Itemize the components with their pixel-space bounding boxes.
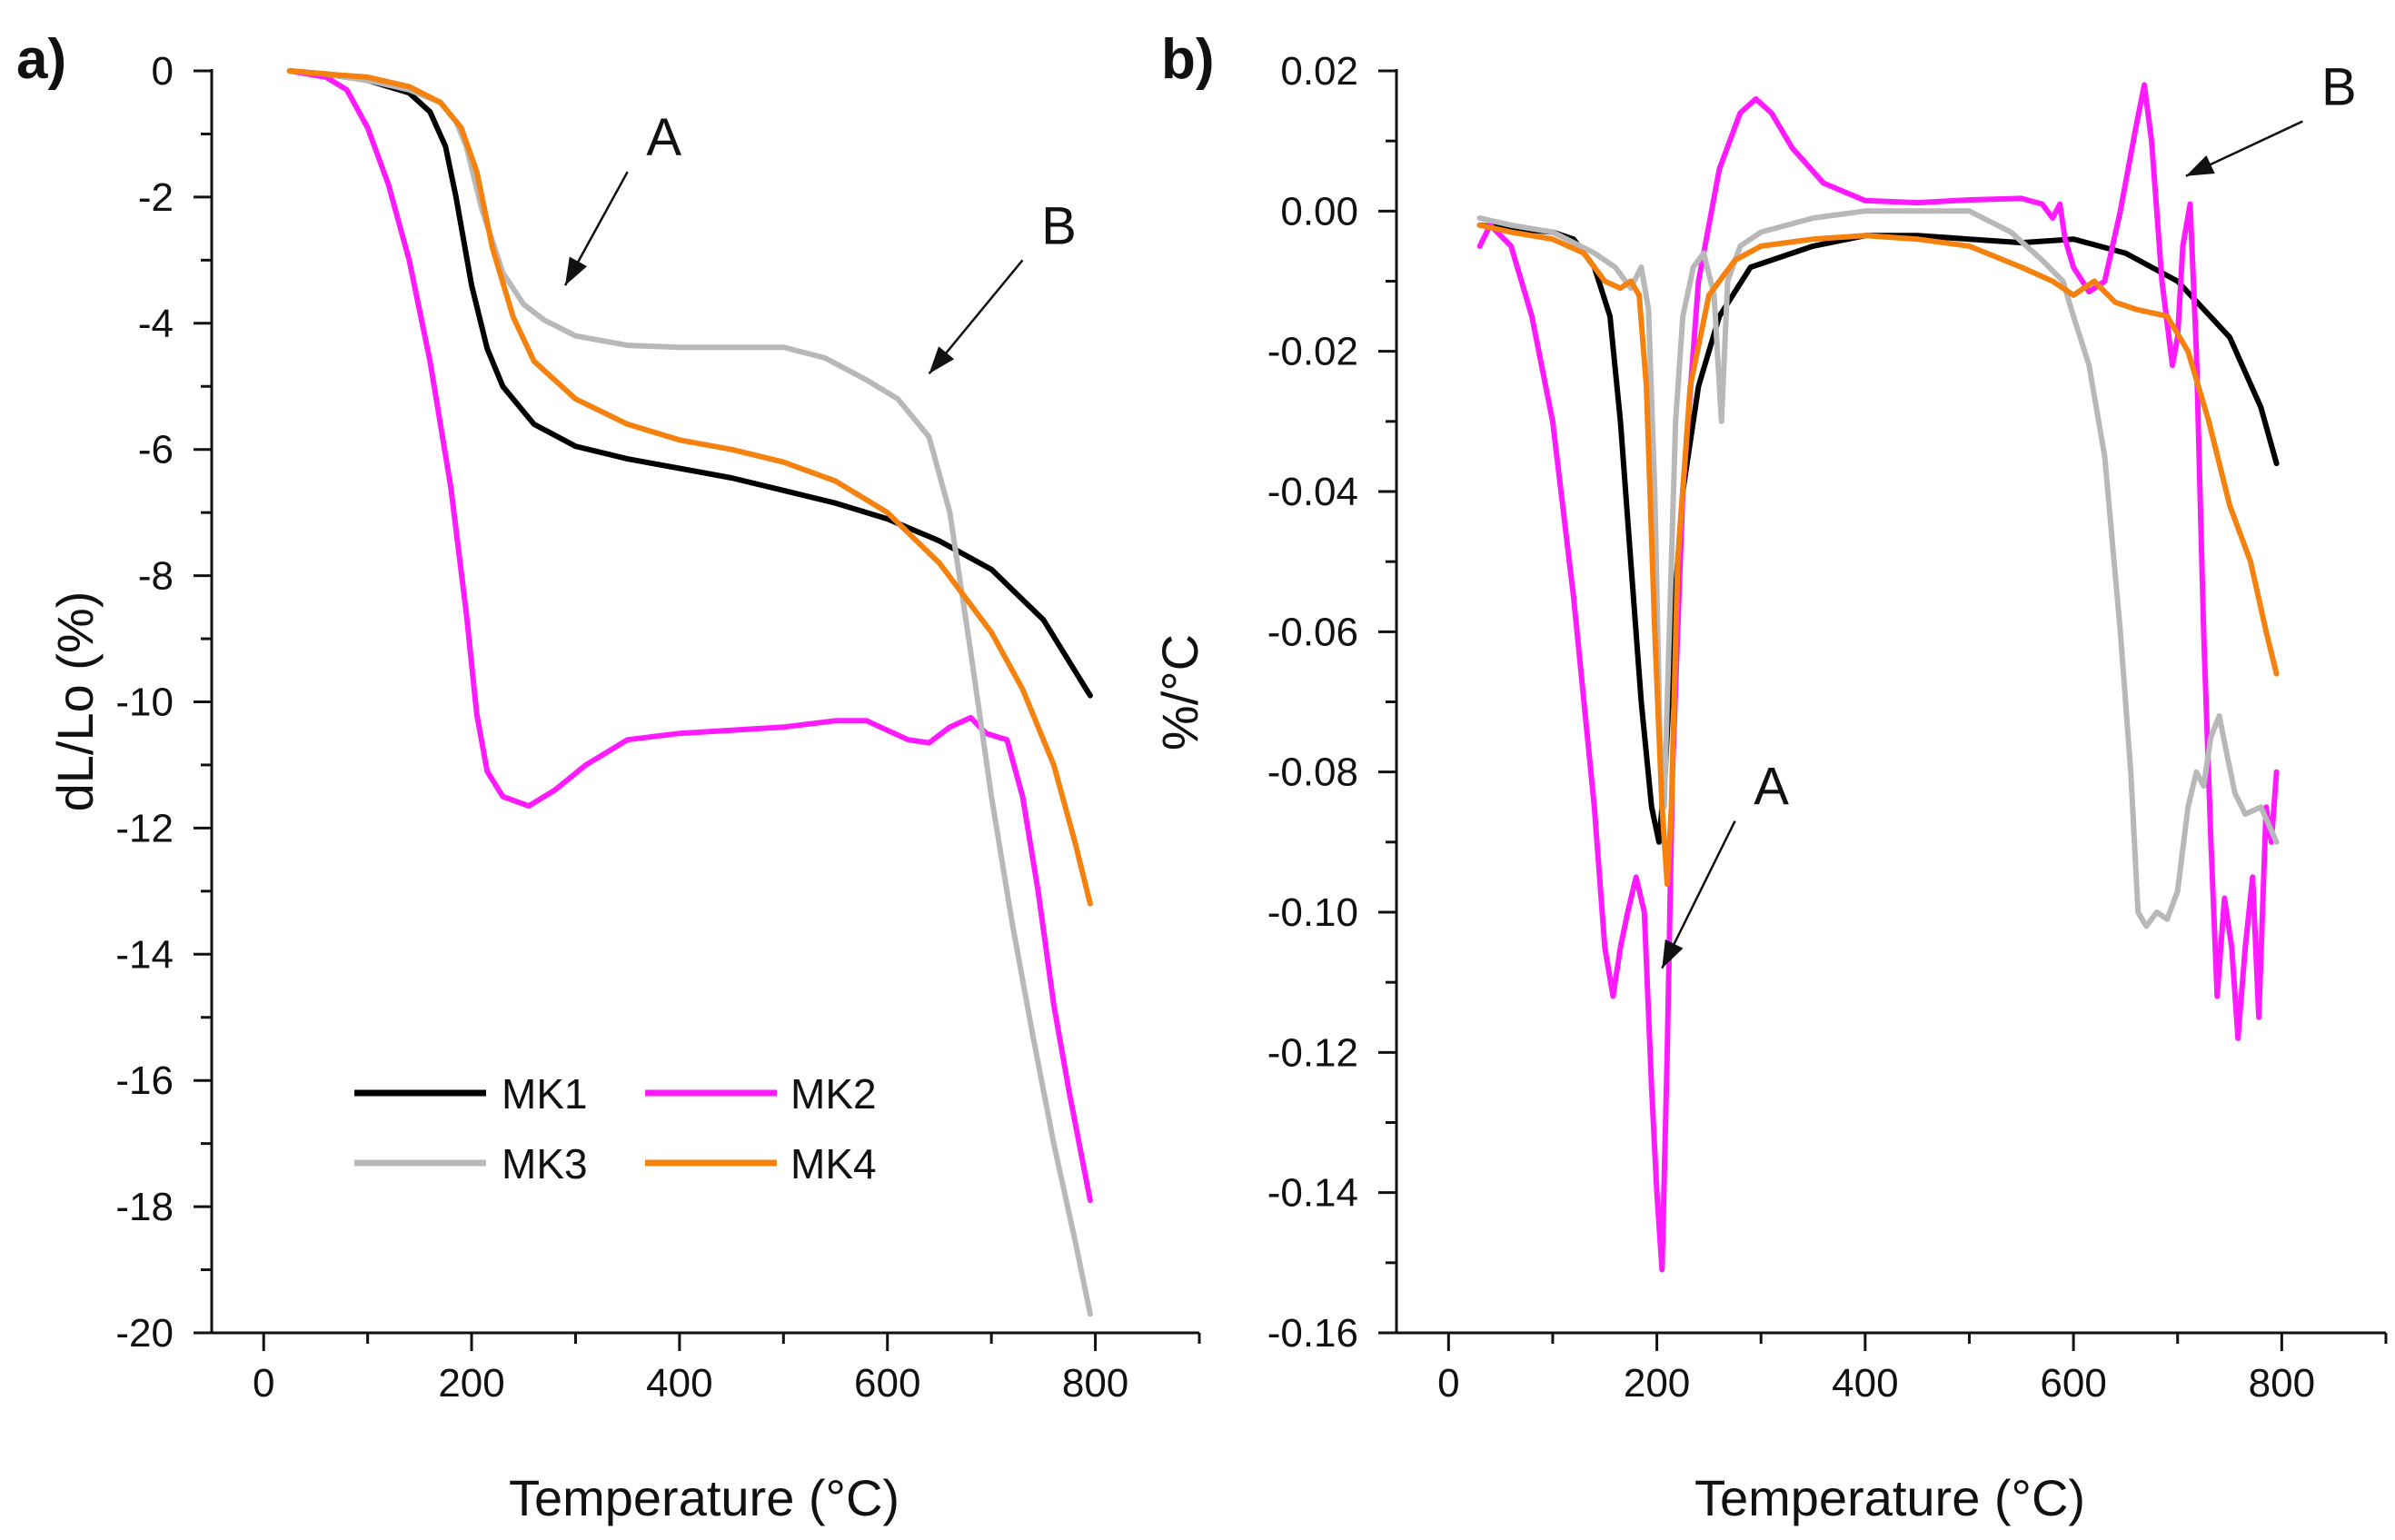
panel-a-series-mk2 (286, 68, 1093, 1204)
panel-a-annotation-label-b: B (1041, 196, 1077, 255)
panel-b-x-tick-label: 200 (1624, 1361, 1690, 1406)
panel-b-series-mk1 (1476, 222, 2280, 845)
legend-label-mk3: MK3 (502, 1140, 588, 1187)
panel-b-y-tick-label: 0.00 (1280, 189, 1358, 233)
panel-b-y-tick-label: -0.14 (1267, 1171, 1358, 1216)
legend-label-mk2: MK2 (790, 1070, 877, 1118)
panel-b-y-tick-label: -0.12 (1267, 1030, 1358, 1075)
panel-b-series-mk3 (1476, 208, 2280, 929)
panel-b-x-tick-label: 0 (1437, 1361, 1459, 1406)
panel-b-annotation-arrow-a (1661, 820, 1736, 969)
panel-b-x-tick-label: 600 (2040, 1361, 2106, 1406)
panel-b-axes: 0 200 400 600 800 0.02 0.00 -0.02 -0.04 -0.06 -0.0… (1267, 49, 2388, 1406)
panel-a-y-tick-label: -4 (138, 302, 174, 346)
panel-b-y-tick-label: 0.02 (1280, 49, 1358, 94)
panel-a-x-tick-label: 200 (438, 1361, 504, 1406)
panel-a-chart: a) 0 200 400 600 800 0 -2 -4 -6 -8 -10 -12 -14 -16 -18… (16, 28, 1201, 1526)
panel-b-x-tick-label: 800 (2249, 1361, 2315, 1406)
panel-a-series (286, 68, 1093, 1317)
panel-a-x-tick-label: 0 (253, 1361, 274, 1406)
panel-b-y-tick-label: -0.06 (1267, 610, 1358, 654)
legend-label-mk4: MK4 (790, 1140, 877, 1187)
panel-a-y-tick-label: -18 (115, 1185, 174, 1229)
legend: MK1 MK2 MK3 MK4 (354, 1070, 877, 1187)
panel-b-annotation-arrowhead-b (2185, 155, 2215, 176)
panel-a-y-tick-label: -20 (115, 1311, 174, 1356)
panel-b-y-tick-label: -0.10 (1267, 890, 1358, 935)
panel-b-y-tick-label: -0.04 (1267, 470, 1358, 514)
panel-a-x-tick-label: 400 (646, 1361, 712, 1406)
panel-a-y-tick-label: -16 (115, 1058, 174, 1103)
panel-a-axes: 0 200 400 600 800 0 -2 -4 -6 -8 -10 -12 -14 -16 -18 -20 (115, 49, 1201, 1406)
panel-b-chart: b) 0 200 400 600 800 0.02 0.00 -0.02 -0.04 -0.06 -… (1151, 28, 2388, 1526)
panel-b-series-mk2 (1476, 82, 2280, 1273)
panel-b-annotation-label-b: B (2321, 58, 2357, 117)
panel-a-label: a) (16, 28, 66, 91)
panel-b-y-tick-label: -0.08 (1267, 750, 1358, 795)
panel-b-series (1476, 82, 2280, 1273)
panel-b-annotations: AB (1661, 58, 2357, 969)
panel-a-series-mk4 (286, 68, 1093, 907)
panel-a-series-mk1 (286, 68, 1093, 699)
panel-a-y-tick-label: -6 (138, 428, 174, 472)
panel-b-annotation-label-a: A (1754, 758, 1789, 817)
panel-a-y-tick-label: -2 (138, 175, 174, 220)
panel-b-annotation-arrowhead-a (1662, 939, 1684, 969)
panel-a-annotation-arrowhead-b (929, 346, 955, 374)
panel-b-y-tick-label: -0.02 (1267, 330, 1358, 374)
panel-a-annotations: AB (563, 108, 1077, 375)
panel-b-label: b) (1161, 28, 1215, 91)
panel-a-x-tick-label: 600 (854, 1361, 920, 1406)
panel-b-x-axis-title: Temperature (°C) (1694, 1469, 2085, 1526)
panel-a-y-tick-label: -8 (138, 554, 174, 599)
panel-a-y-tick-label: -10 (115, 681, 174, 725)
panel-a-x-tick-label: 800 (1062, 1361, 1128, 1406)
panel-a-y-tick-label: -12 (115, 806, 174, 850)
panel-a-annotation-label-a: A (646, 108, 681, 167)
panel-b-series-mk4 (1476, 222, 2280, 888)
panel-b-y-axis-title: %/°C (1151, 634, 1208, 750)
panel-b-y-tick-label: -0.16 (1267, 1311, 1358, 1356)
panel-a-annotation-arrowhead-a (565, 256, 588, 286)
panel-a-y-tick-label: -14 (115, 932, 174, 977)
panel-a-y-axis-title: dL/Lo (%) (46, 591, 104, 812)
panel-b-x-tick-label: 400 (1832, 1361, 1898, 1406)
panel-a-y-tick-label: 0 (152, 49, 174, 94)
panel-a-x-axis-title: Temperature (°C) (509, 1469, 899, 1526)
legend-label-mk1: MK1 (502, 1070, 588, 1118)
